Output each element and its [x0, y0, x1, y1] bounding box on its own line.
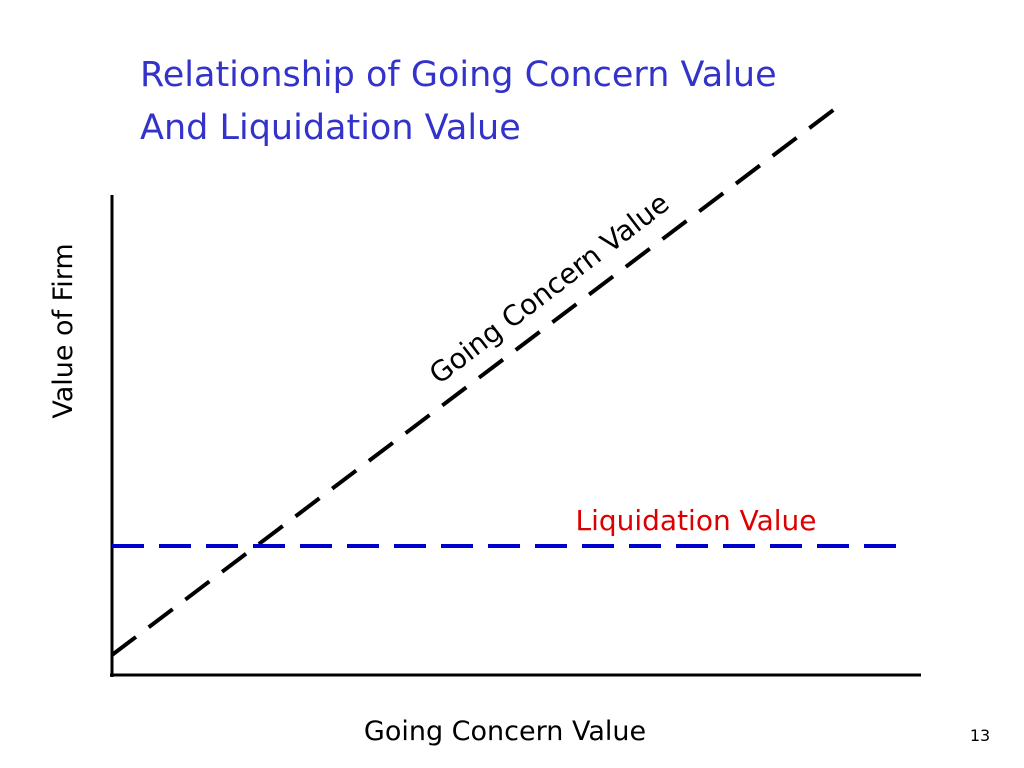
line-label: Liquidation Value	[575, 504, 816, 537]
page-number: 13	[970, 726, 990, 745]
y-axis-label: Value of Firm	[48, 243, 79, 418]
x-axis-label: Going Concern Value	[364, 716, 646, 747]
title-line: And Liquidation Value	[140, 108, 521, 148]
going-concern-line	[110, 103, 842, 657]
title-line: Relationship of Going Concern Value	[140, 55, 777, 95]
